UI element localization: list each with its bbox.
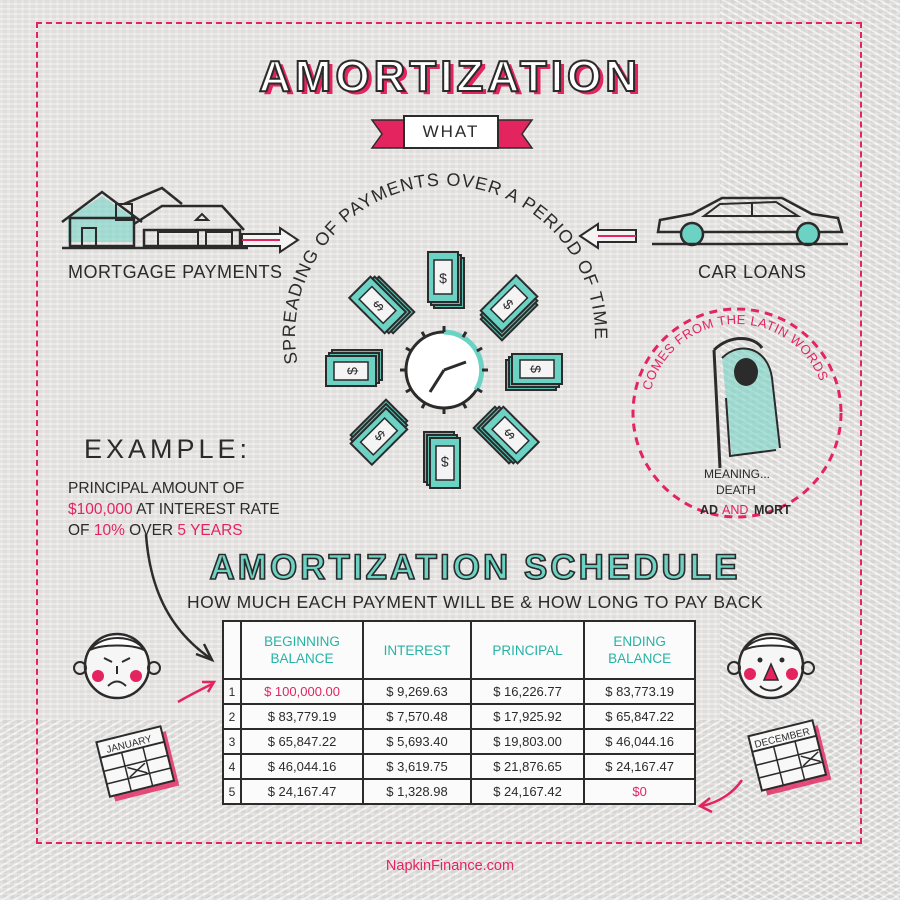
dollar-sign-label: $ <box>441 454 449 470</box>
table-row: 2 $ 83,779.19 $ 7,570.48 $ 17,925.92 $ 6… <box>222 703 696 730</box>
sad-face-icon <box>73 632 161 700</box>
table-row: 5 $ 24,167.47 $ 1,328.98 $ 24,167.42 $0 <box>222 778 696 805</box>
table-row: 1 $ 100,000.00 $ 9,269.63 $ 16,226.77 $ … <box>222 678 696 705</box>
interest-cell: $ 5,693.40 <box>362 728 472 755</box>
ending-balance-cell: $0 <box>583 778 696 805</box>
header-beginning-balance: BEGINNING BALANCE <box>239 620 365 680</box>
header-ending-balance: ENDING BALANCE <box>583 620 696 680</box>
money-stack-icon: $ <box>347 275 416 335</box>
row-number: 5 <box>222 778 242 805</box>
header-ending-line2: BALANCE <box>608 651 672 666</box>
money-stack-icon: $ <box>325 349 383 387</box>
example-title: EXAMPLE: <box>84 434 252 464</box>
latin-word-mort: MORT <box>754 503 791 517</box>
clock-icon <box>400 326 488 414</box>
calendar-january-icon: JANUARY <box>95 725 180 802</box>
header-beginning-line1: BEGINNING <box>264 634 340 649</box>
money-stack-icon: $ <box>472 405 541 465</box>
row-number: 2 <box>222 703 242 730</box>
dollar-sign-label: $ <box>439 270 447 286</box>
example-years: 5 YEARS <box>177 522 243 539</box>
interest-cell: $ 9,269.63 <box>362 678 472 705</box>
header-interest: INTEREST <box>362 620 472 680</box>
curved-arrow-icon <box>144 533 215 663</box>
header-principal: PRINCIPAL <box>469 620 586 680</box>
schedule-title: AMORTIZATION SCHEDULE <box>209 547 741 588</box>
principal-cell: $ 16,226.77 <box>469 678 586 705</box>
ending-balance-cell: $ 24,167.47 <box>583 753 696 780</box>
meaning-line1: MEANING... <box>704 467 770 481</box>
interest-cell: $ 1,328.98 <box>362 778 472 805</box>
meaning-line2: DEATH <box>716 483 756 497</box>
row-number: 4 <box>222 753 242 780</box>
calendar-december-icon: DECEMBER <box>747 719 832 796</box>
latin-and: AND <box>722 503 748 517</box>
latin-word-ad: AD <box>700 503 718 517</box>
ribbon-banner-icon <box>370 119 534 149</box>
dollar-sign-label: $ <box>344 367 360 375</box>
interest-cell: $ 3,619.75 <box>362 753 472 780</box>
interest-cell: $ 7,570.48 <box>362 703 472 730</box>
header-ending-line1: ENDING <box>613 634 666 649</box>
principal-cell: $ 17,925.92 <box>469 703 586 730</box>
car-loans-label: CAR LOANS <box>698 262 807 282</box>
ending-balance-cell: $ 46,044.16 <box>583 728 696 755</box>
header-beginning-line2: BALANCE <box>270 651 334 666</box>
beginning-balance-cell: $ 46,044.16 <box>239 753 365 780</box>
ending-balance-cell: $ 83,773.19 <box>583 678 696 705</box>
footer-link[interactable]: NapkinFinance.com <box>385 858 515 874</box>
example-rate: 10% <box>93 522 125 539</box>
principal-cell: $ 24,167.42 <box>469 778 586 805</box>
ending-balance-cell: $ 65,847.22 <box>583 703 696 730</box>
house-icon <box>61 186 248 250</box>
principal-cell: $ 21,876.65 <box>469 753 586 780</box>
page-title: AMORTIZATION <box>258 51 642 102</box>
pink-arrow-icon <box>177 680 217 704</box>
money-wheel-illustration: $ $ $ $ $ $ $ $ <box>325 251 563 489</box>
arrow-right-icon <box>241 226 300 254</box>
happy-face-icon <box>727 632 815 700</box>
table-row: 3 $ 65,847.22 $ 5,693.40 $ 19,803.00 $ 4… <box>222 728 696 755</box>
dollar-sign-label: $ <box>528 365 544 373</box>
table-header-row: BEGINNING BALANCE INTEREST PRINCIPAL ENDI… <box>222 620 696 680</box>
latin-circle: COMES FROM THE LATIN WORDS MEANING... DE… <box>631 307 843 519</box>
mortgage-label: MORTGAGE PAYMENTS <box>68 262 283 282</box>
dashed-border <box>36 22 862 844</box>
row-number: 3 <box>222 728 242 755</box>
example-text-2: AT INTEREST RATE OF <box>68 501 280 539</box>
money-stack-icon: $ <box>349 398 409 467</box>
table-row: 4 $ 46,044.16 $ 3,619.75 $ 21,876.65 $ 2… <box>222 753 696 780</box>
money-stack-icon: $ <box>423 431 461 489</box>
money-stack-icon: $ <box>505 353 563 391</box>
example-text-1: PRINCIPAL AMOUNT OF <box>68 480 245 497</box>
beginning-balance-cell: $ 100,000.00 <box>239 678 365 705</box>
beginning-balance-cell: $ 83,779.19 <box>239 703 365 730</box>
banner-label: WHAT <box>403 115 499 149</box>
arrow-left-icon <box>578 222 637 250</box>
example-text-3: OVER <box>124 522 178 539</box>
header-number <box>222 620 242 680</box>
car-icon <box>652 196 848 247</box>
row-number: 1 <box>222 678 242 705</box>
amortization-table: BEGINNING BALANCE INTEREST PRINCIPAL ENDI… <box>222 620 696 805</box>
grim-reaper-icon <box>712 337 781 469</box>
example-amount: $100,000 <box>68 501 133 518</box>
schedule-subtitle: HOW MUCH EACH PAYMENT WILL BE & HOW LONG… <box>186 592 764 612</box>
principal-cell: $ 19,803.00 <box>469 728 586 755</box>
pink-arrow-left-icon <box>697 779 744 814</box>
money-stack-icon: $ <box>479 273 539 342</box>
beginning-balance-cell: $ 24,167.47 <box>239 778 365 805</box>
money-stack-icon: $ <box>427 251 465 309</box>
example-description: PRINCIPAL AMOUNT OF $100,000 AT INTEREST… <box>68 478 288 541</box>
beginning-balance-cell: $ 65,847.22 <box>239 728 365 755</box>
